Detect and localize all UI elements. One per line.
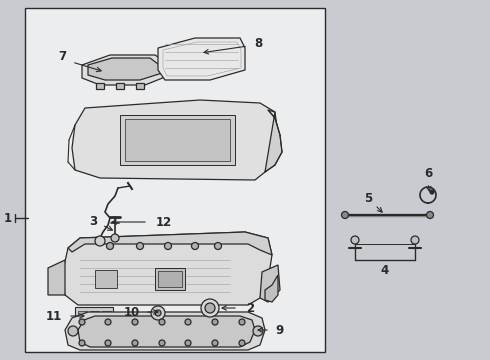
Circle shape <box>215 243 221 249</box>
Polygon shape <box>78 316 255 347</box>
Text: 3: 3 <box>89 215 97 228</box>
Circle shape <box>159 340 165 346</box>
Circle shape <box>185 340 191 346</box>
Text: 12: 12 <box>156 216 172 229</box>
Bar <box>78 311 87 329</box>
Text: 1: 1 <box>4 212 12 225</box>
Bar <box>90 311 99 329</box>
Circle shape <box>132 319 138 325</box>
Circle shape <box>111 234 119 242</box>
Circle shape <box>351 236 359 244</box>
Circle shape <box>430 190 434 194</box>
Bar <box>136 83 144 89</box>
Polygon shape <box>82 55 170 85</box>
Circle shape <box>192 243 198 249</box>
Bar <box>125 119 230 161</box>
Text: 11: 11 <box>46 310 62 323</box>
Polygon shape <box>158 38 245 80</box>
Bar <box>75 307 113 333</box>
Bar <box>155 268 185 290</box>
Bar <box>158 271 182 287</box>
Circle shape <box>201 299 219 317</box>
Polygon shape <box>260 265 280 302</box>
Bar <box>120 115 235 165</box>
Bar <box>96 83 104 89</box>
Text: 5: 5 <box>364 192 372 204</box>
Polygon shape <box>265 275 278 302</box>
Text: 6: 6 <box>424 166 432 180</box>
Polygon shape <box>72 100 278 180</box>
Polygon shape <box>265 110 282 172</box>
Bar <box>25 8 325 352</box>
Polygon shape <box>62 232 272 305</box>
Circle shape <box>426 212 434 219</box>
Text: 2: 2 <box>246 302 254 315</box>
Circle shape <box>132 340 138 346</box>
Circle shape <box>165 243 172 249</box>
Text: 4: 4 <box>381 264 389 276</box>
Circle shape <box>185 319 191 325</box>
Circle shape <box>106 243 114 249</box>
Circle shape <box>212 319 218 325</box>
Circle shape <box>239 319 245 325</box>
Polygon shape <box>48 260 65 295</box>
Circle shape <box>151 306 165 320</box>
Circle shape <box>68 326 78 336</box>
Circle shape <box>79 319 85 325</box>
Circle shape <box>95 236 105 246</box>
Text: 7: 7 <box>58 50 66 63</box>
Text: 9: 9 <box>276 324 284 337</box>
Circle shape <box>159 319 165 325</box>
Circle shape <box>105 319 111 325</box>
Circle shape <box>411 236 419 244</box>
Text: 10: 10 <box>124 306 140 319</box>
Circle shape <box>137 243 144 249</box>
Polygon shape <box>88 58 162 80</box>
Polygon shape <box>65 312 265 350</box>
Circle shape <box>342 212 348 219</box>
Bar <box>95 270 117 288</box>
Circle shape <box>79 340 85 346</box>
Circle shape <box>212 340 218 346</box>
Circle shape <box>205 303 215 313</box>
Polygon shape <box>68 232 272 255</box>
Circle shape <box>239 340 245 346</box>
Bar <box>116 83 124 89</box>
Text: 8: 8 <box>254 36 262 50</box>
Circle shape <box>253 326 263 336</box>
Circle shape <box>105 340 111 346</box>
Circle shape <box>155 310 161 316</box>
Bar <box>102 311 111 329</box>
